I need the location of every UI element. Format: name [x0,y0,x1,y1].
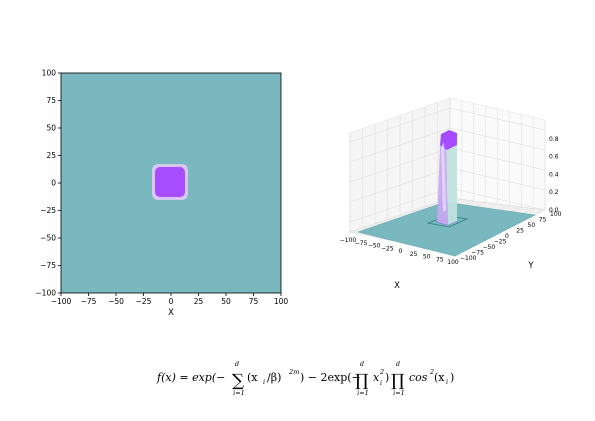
eq-prod2: ∏ [391,371,405,391]
surface-x-tick-label: −25 [381,245,394,252]
surface-y-tick-label: 100 [550,211,562,218]
eq-term3-sub: i [446,378,448,386]
eq-term3-sup: 2 [429,368,434,376]
surface-peak-top [440,130,457,150]
heatmap-x-label: X [168,308,174,318]
grid-line-z [349,187,451,223]
surface-x-tick-label: 25 [410,251,418,258]
eq-term3-end: ) [450,371,454,384]
heatmap-x-tick-label: 25 [194,297,204,306]
grid-line-z [449,167,546,191]
heatmap-peak-core [155,167,185,197]
surface-y-tick-label: −75 [471,250,484,257]
heatmap-x-ticks: −100 −75 −50 −25 0 25 50 75 100 [51,293,289,306]
surface-y-tick-label: 75 [539,217,547,224]
surface-z-tick-label: 0.6 [549,154,559,161]
surface-x-tick-label: −75 [355,240,368,247]
eq-prod1-lower: i=1 [357,389,369,397]
grid-line-z [449,127,546,151]
surface-peak-right-face [446,134,457,225]
heatmap-x-tick-label: −25 [136,297,152,306]
surface-z-tick-label: 0.4 [549,171,559,178]
eq-term2-sub: i [380,379,382,387]
eq-term1-pow: 2m [288,368,299,376]
surface3d-chart: −100−75 −50 −25 0 25 50 75 100 −100−75−50−25025… [340,97,562,291]
heatmap-y-tick-label: −75 [40,261,56,270]
grid-line-z [349,107,451,143]
grid-line-z [349,127,451,163]
heatmap-y-tick-label: −25 [40,206,56,215]
eq-sum: ∑ [232,371,244,391]
heatmap-y-tick-label: 100 [42,69,57,78]
eq-term1-rest: /β) [267,371,281,384]
grid-line-z [449,107,546,131]
heatmap-y-tick-label: −100 [35,289,56,298]
surface-y-tick-label: 50 [528,222,536,229]
heatmap-y-tick-label: 0 [51,179,56,188]
surface-y-label: Y [527,261,534,271]
eq-term2: x [373,371,380,384]
heatmap-x-tick-label: 50 [221,297,231,306]
eq-sum-upper: d [235,360,239,368]
eq-lhs: f(x) = exp(− [156,371,225,384]
surface-y-tick-label: −25 [494,239,507,246]
eq-term1: (x [247,371,258,384]
eq-term2-sup: 2 [379,368,384,376]
surface-x-tick-label: 50 [423,254,431,261]
eq-prod1-upper: d [360,360,364,368]
eq-sum-lower: i=1 [233,389,245,397]
eq-term3: cos [409,371,428,384]
surface-x-tick-label: 0 [399,248,403,255]
surface-z-tick-label: 0.8 [549,136,559,143]
heatmap-y-ticks: 100 75 50 25 0 −25 −50 −75 −100 [35,69,61,298]
eq-mid: ) − 2exp(− [300,371,361,384]
heatmap-y-tick-label: 25 [46,151,56,160]
surface-x-tick-label: 100 [447,259,459,266]
equation: f(x) = exp(− ∑ d i=1 (x i /β) 2m ) − 2ex… [156,360,454,397]
eq-prod2-lower: i=1 [393,389,405,397]
surface-y-tick-label: −50 [483,244,496,251]
grid-line-z [449,147,546,171]
surface-x-tick-label: 75 [436,256,444,263]
eq-term3-rest: (x [434,371,445,384]
grid-line-z [349,167,451,203]
surface-base [356,201,536,257]
eq-prod2-upper: d [396,360,400,368]
surface-y-tick-label: 0 [505,233,509,240]
heatmap-x-tick-label: 75 [249,297,259,306]
grid-line-z [449,187,546,211]
eq-prod1: ∏ [355,371,369,391]
heatmap-x-tick-label: −50 [108,297,124,306]
heatmap-x-tick-label: 100 [274,297,289,306]
surface-z-tick-label: 0.2 [549,189,559,196]
surface-x-tick-label: −100 [340,237,357,244]
surface-y-tick-label: −100 [460,255,477,262]
heatmap-x-tick-label: −100 [51,297,72,306]
heatmap-x-tick-label: 0 [169,297,174,306]
surface-x-ticks: −100−75 −50 −25 0 25 50 75 100 [340,237,459,266]
heatmap-y-tick-label: 75 [46,96,56,105]
eq-term1-sub: i [263,378,265,386]
heatmap-y-tick-label: −50 [40,234,56,243]
surface-z-ticks: 0.0 0.2 0.4 0.6 0.8 [549,136,559,214]
heatmap-y-tick-label: 50 [46,124,56,133]
surface-x-label: X [394,281,400,291]
heatmap-x-tick-label: −75 [81,297,97,306]
surface-y-tick-label: 25 [516,228,524,235]
heatmap-chart: −100 −75 −50 −25 0 25 50 75 100 100 75 50 25 0 −25 −50… [35,69,288,319]
eq-mid2: ) [385,371,389,384]
surface-x-tick-label: −50 [368,243,381,250]
surface-z-tick-label: 0.0 [549,207,559,214]
surface-peak-highlight [441,142,446,212]
grid-line-z [349,147,451,183]
